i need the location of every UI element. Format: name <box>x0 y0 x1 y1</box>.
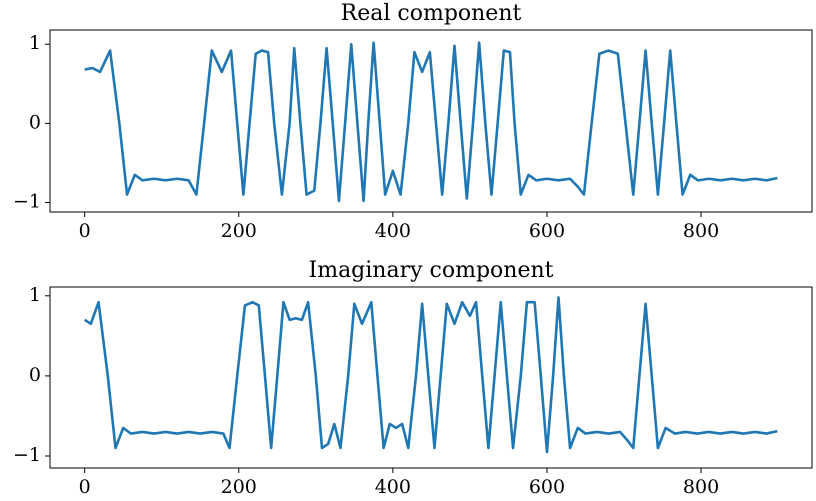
x-tick-label: 600 <box>529 220 565 242</box>
chart-title: Real component <box>341 1 522 26</box>
y-tick-label: −1 <box>13 444 41 466</box>
axes-frame <box>49 286 813 469</box>
chart-title: Imaginary component <box>309 258 554 283</box>
y-tick-label: 1 <box>29 284 41 306</box>
y-tick-label: 0 <box>29 364 41 386</box>
x-tick-label: 400 <box>375 220 411 242</box>
x-tick-label: 200 <box>221 476 257 498</box>
line <box>83 296 778 454</box>
x-tick-label: 0 <box>79 476 91 498</box>
x-tick-label: 200 <box>221 220 257 242</box>
y-tick-label: 0 <box>29 111 41 133</box>
x-tick-label: 600 <box>529 476 565 498</box>
x-tick-label: 0 <box>79 220 91 242</box>
y-tick-label: −1 <box>13 191 41 213</box>
x-tick-label: 800 <box>683 476 719 498</box>
x-tick-label: 800 <box>683 220 719 242</box>
line <box>84 41 778 203</box>
y-tick-label: 1 <box>29 32 41 54</box>
axes-frame <box>49 29 813 213</box>
x-tick-label: 400 <box>375 476 411 498</box>
